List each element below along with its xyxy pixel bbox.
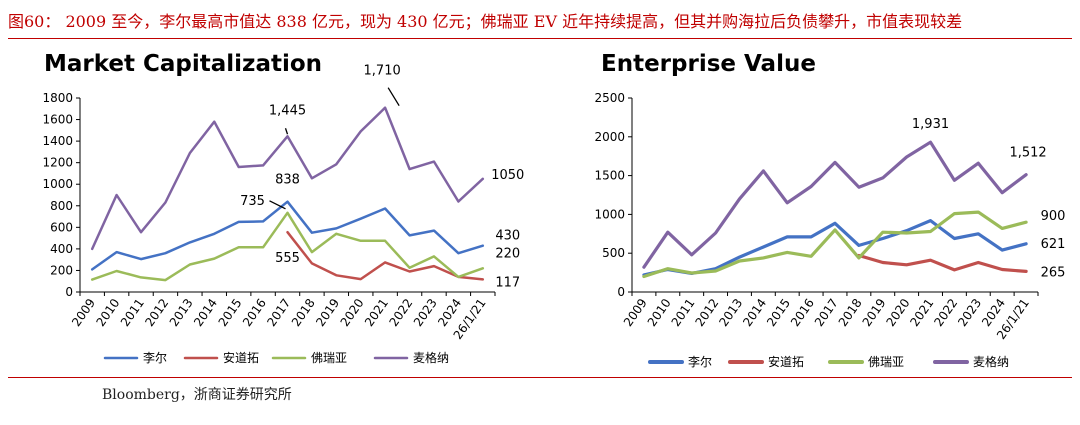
mcap-x-tick-label: 2016 xyxy=(240,296,269,329)
mcap-y-tick-label: 1200 xyxy=(42,156,73,170)
ev-legend-label: 李尔 xyxy=(688,354,712,369)
mcap-x-tick-label: 2011 xyxy=(118,296,147,329)
mcap-annotation-leader xyxy=(387,87,400,107)
ev-x-tick-label: 2016 xyxy=(788,296,817,329)
mcap-legend-label: 佛瑞亚 xyxy=(311,351,347,365)
mcap-y-tick-label: 1800 xyxy=(42,91,73,105)
figure-title: 图60： 2009 至今，李尔最高市值达 838 亿元，现为 430 亿元；佛瑞… xyxy=(8,12,963,31)
mcap-x-tick-label: 2018 xyxy=(289,296,318,329)
mcap-y-tick-label: 400 xyxy=(50,242,73,256)
mcap-annotation-leader xyxy=(284,128,289,135)
mcap-series-line-1 xyxy=(90,200,485,271)
mcap-data-label: 838 xyxy=(275,173,300,188)
mcap-x-tick-label: 2009 xyxy=(69,296,98,329)
mcap-x-tick-label: 2020 xyxy=(338,296,367,329)
mcap-series-line-4 xyxy=(90,106,485,251)
mcap-x-tick-label: 2022 xyxy=(386,296,415,329)
mcap-series-line-2 xyxy=(286,230,485,281)
mcap-series-line-3 xyxy=(90,211,485,282)
mcap-data-label: 220 xyxy=(495,246,520,261)
ev-y-tick-label: 500 xyxy=(602,246,625,260)
mcap-y-tick-label: 1400 xyxy=(42,134,73,148)
mcap-legend-label: 麦格纳 xyxy=(413,350,449,365)
ev-x-tick-label: 2009 xyxy=(621,296,650,329)
ev-x-tick-label: 2015 xyxy=(764,296,793,329)
mcap-y-tick-label: 800 xyxy=(50,199,73,213)
mcap-data-label: 735 xyxy=(240,194,265,209)
mcap-y-tick-label: 1000 xyxy=(42,177,73,191)
mcap-data-label: 117 xyxy=(495,275,520,290)
mcap-data-label: 430 xyxy=(495,229,520,244)
mcap-x-tick-label: 2013 xyxy=(167,296,196,329)
mcap-y-tick-label: 1600 xyxy=(42,113,73,127)
mcap-chart-title: Market Capitalization xyxy=(44,51,322,77)
mcap-x-tick-label: 2017 xyxy=(264,296,293,329)
mcap-x-tick-label: 2014 xyxy=(191,296,220,329)
source-note: Bloomberg，浙商证券研究所 xyxy=(102,387,292,403)
ev-series-line-4 xyxy=(642,140,1028,269)
ev-data-label: 1,512 xyxy=(1009,146,1046,161)
ev-x-tick-label: 2011 xyxy=(669,296,698,329)
ev-x-tick-label: 2020 xyxy=(884,296,913,329)
ev-data-label: 265 xyxy=(1041,265,1066,280)
mcap-y-tick-label: 200 xyxy=(50,263,73,277)
enterprise-value-chart: Enterprise Value 0 500 1000 1500 2000 2500 2009… xyxy=(594,51,1066,369)
ev-chart-title: Enterprise Value xyxy=(601,51,816,77)
ev-series-line-2 xyxy=(857,253,1028,273)
ev-y-tick-label: 2500 xyxy=(594,91,625,105)
ev-legend-label: 安道拓 xyxy=(768,354,804,369)
mcap-y-tick-label: 0 xyxy=(65,285,73,299)
mcap-x-tick-label: 2015 xyxy=(216,296,245,329)
ev-y-tick-label: 0 xyxy=(617,285,625,299)
ev-y-tick-label: 1000 xyxy=(594,207,625,221)
mcap-data-label: 1,445 xyxy=(269,103,306,118)
mcap-annotation-leader xyxy=(269,200,286,210)
market-cap-chart: Market Capitalization 0 200 400 600 800 1000 12… xyxy=(42,51,524,365)
mcap-x-tick-label: 2019 xyxy=(313,296,342,329)
ev-x-tick-label: 2013 xyxy=(716,296,745,329)
ev-data-label: 900 xyxy=(1041,209,1066,224)
mcap-data-label: 1,710 xyxy=(364,64,401,79)
ev-x-tick-label: 2010 xyxy=(645,296,674,329)
ev-legend-label: 麦格纳 xyxy=(973,354,1009,369)
ev-x-tick-label: 2018 xyxy=(836,296,865,329)
ev-data-label: 621 xyxy=(1041,237,1066,252)
ev-x-tick-label: 2012 xyxy=(692,296,721,329)
ev-y-tick-label: 2000 xyxy=(594,130,625,144)
mcap-legend-label: 安道拓 xyxy=(223,350,259,365)
ev-series-line-3 xyxy=(642,210,1028,279)
ev-data-label: 1,931 xyxy=(912,117,949,132)
title-rule xyxy=(8,38,1072,39)
ev-x-tick-label: 2021 xyxy=(907,296,936,329)
ev-x-tick-label: 2017 xyxy=(812,296,841,329)
mcap-x-tick-label: 2023 xyxy=(411,296,440,329)
mcap-x-tick-label: 2012 xyxy=(142,296,171,329)
ev-x-tick-label: 2022 xyxy=(931,296,960,329)
mcap-legend-label: 李尔 xyxy=(143,350,167,365)
ev-x-tick-label: 2014 xyxy=(740,296,769,329)
ev-x-tick-label: 2023 xyxy=(955,296,984,329)
mcap-x-tick-label: 2010 xyxy=(94,296,123,329)
mcap-y-tick-label: 600 xyxy=(50,220,73,234)
source-rule xyxy=(8,377,1072,378)
ev-x-tick-label: 2019 xyxy=(860,296,889,329)
mcap-data-label: 1050 xyxy=(491,168,524,183)
mcap-x-tick-label: 2021 xyxy=(362,296,391,329)
mcap-data-label: 555 xyxy=(275,251,300,266)
ev-legend-label: 佛瑞亚 xyxy=(868,355,904,369)
ev-y-tick-label: 1500 xyxy=(594,169,625,183)
